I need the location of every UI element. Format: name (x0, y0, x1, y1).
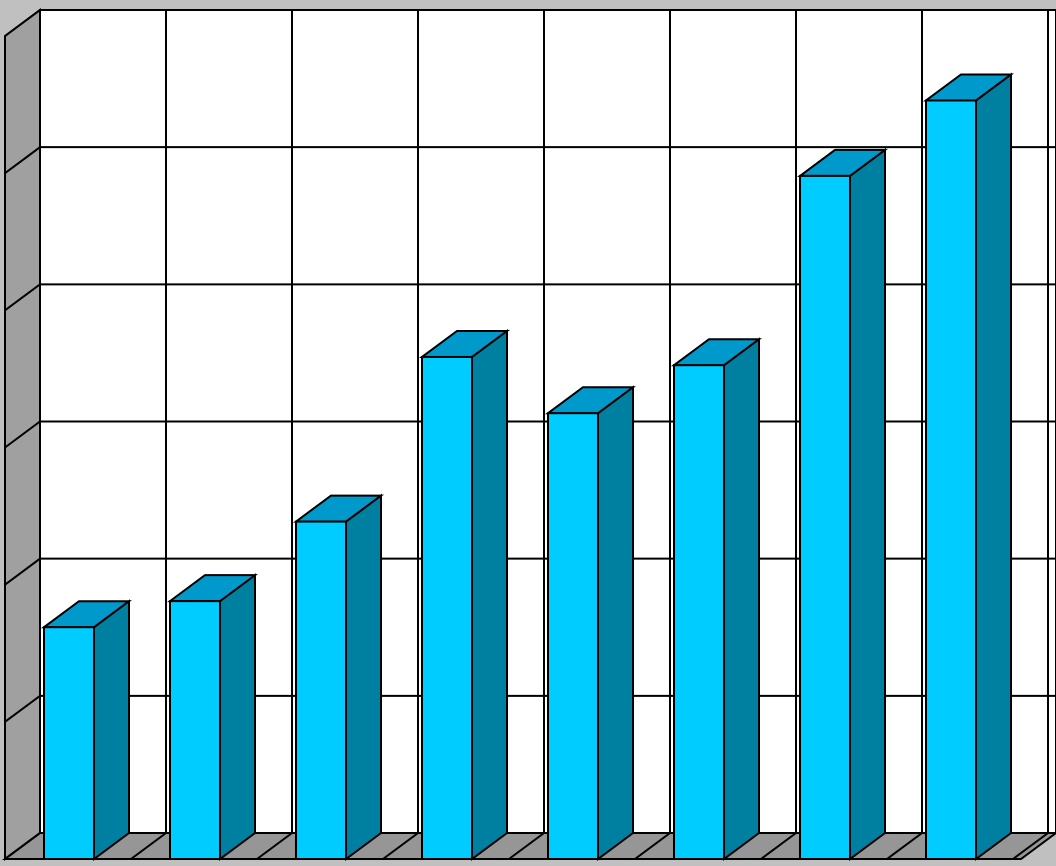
bar (166, 573, 259, 861)
bar-front (295, 520, 347, 860)
bar-side (345, 493, 382, 861)
bar-front (547, 412, 599, 860)
bar-front (925, 99, 977, 861)
bar-front (169, 600, 221, 860)
bar-side (219, 573, 256, 861)
bar-side (849, 147, 886, 861)
bar (418, 328, 511, 861)
bars (40, 72, 1015, 861)
category-grid-line (4, 10, 41, 860)
bar (796, 147, 889, 861)
bar (544, 385, 637, 861)
bar (40, 599, 133, 861)
bar-side (93, 599, 130, 861)
category-grid-line (508, 10, 545, 860)
category-grid-line (886, 10, 923, 860)
category-grid-line (634, 10, 671, 860)
category-grid-line (1012, 10, 1049, 860)
category-grid-line (130, 10, 167, 860)
bar-side (471, 328, 508, 861)
bar (922, 72, 1015, 861)
bar-front (673, 364, 725, 860)
bar-front (43, 626, 95, 861)
bar-front (799, 174, 851, 861)
bar-side (723, 337, 760, 861)
bar-front (421, 355, 473, 860)
category-grid-line (760, 10, 797, 860)
category-grid-line (382, 10, 419, 860)
floor (1, 832, 1056, 860)
category-grid-line (256, 10, 293, 860)
bar (670, 337, 763, 861)
bar-side (975, 72, 1012, 861)
bar (292, 493, 385, 861)
bar-side (597, 385, 634, 861)
